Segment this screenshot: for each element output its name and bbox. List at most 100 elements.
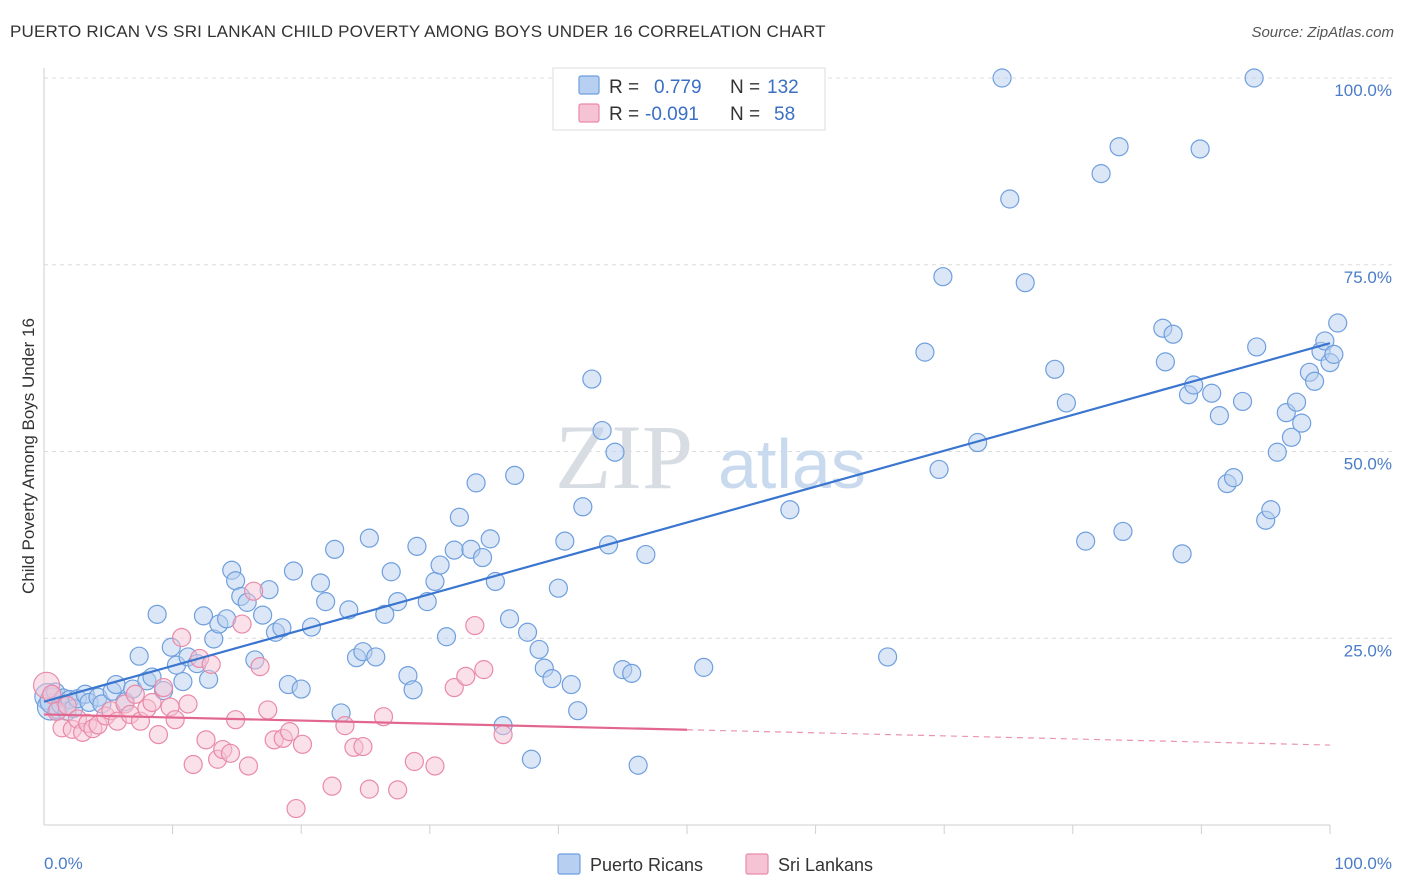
point-puerto-ricans-111 <box>1155 352 1175 372</box>
point-puerto-ricans-130 <box>1292 413 1312 433</box>
point-puerto-ricans-128 <box>1281 427 1302 447</box>
point-puerto-ricans-69 <box>466 473 486 493</box>
x-ticks <box>172 825 1331 834</box>
point-puerto-ricans-70 <box>472 547 493 568</box>
point-sri-lankans-43 <box>292 734 313 754</box>
bottom-legend: Puerto Ricans Sri Lankans <box>557 853 873 875</box>
y-tick-label-25: 25.0% <box>1344 641 1392 660</box>
point-sri-lankans-49 <box>373 707 394 727</box>
point-puerto-ricans-96 <box>878 647 898 667</box>
bottom-legend-swatch-puerto-ricans <box>557 853 581 875</box>
point-puerto-ricans-76 <box>517 622 538 642</box>
point-puerto-ricans-89 <box>605 442 625 462</box>
point-sri-lankans-21 <box>153 677 174 698</box>
point-puerto-ricans-136 <box>1324 344 1344 364</box>
point-puerto-ricans-91 <box>622 663 642 683</box>
point-puerto-ricans-77 <box>521 749 541 769</box>
point-puerto-ricans-137 <box>1328 313 1348 333</box>
point-puerto-ricans-19 <box>129 646 149 666</box>
point-puerto-ricans-106 <box>1076 531 1096 551</box>
point-puerto-ricans-126 <box>1267 442 1287 462</box>
point-sri-lankans-38 <box>258 700 278 720</box>
point-puerto-ricans-61 <box>407 536 427 556</box>
trend-line-puerto-ricans <box>43 342 1331 703</box>
point-puerto-ricans-112 <box>1163 324 1183 344</box>
point-puerto-ricans-108 <box>1109 137 1129 157</box>
point-sri-lankans-54 <box>456 666 476 686</box>
point-puerto-ricans-87 <box>592 420 612 441</box>
point-puerto-ricans-57 <box>381 562 401 582</box>
point-puerto-ricans-65 <box>436 627 457 647</box>
point-puerto-ricans-122 <box>1244 68 1264 88</box>
y-tick-label-50: 50.0% <box>1344 455 1392 474</box>
legend: R = 0.779 N = 132 R = -0.091 N = 58 <box>552 67 826 131</box>
point-puerto-ricans-56 <box>375 604 395 624</box>
point-sri-lankans-29 <box>201 654 221 674</box>
point-puerto-ricans-121 <box>1232 391 1253 412</box>
point-puerto-ricans-29 <box>193 606 214 626</box>
point-sri-lankans-53 <box>444 677 464 698</box>
point-puerto-ricans-129 <box>1286 392 1307 412</box>
point-puerto-ricans-45 <box>291 679 311 699</box>
point-puerto-ricans-48 <box>316 592 336 612</box>
point-sri-lankans-24 <box>172 627 192 648</box>
watermark: ZIP atlas <box>555 406 866 508</box>
point-puerto-ricans-105 <box>1056 393 1076 413</box>
point-puerto-ricans-42 <box>272 618 292 638</box>
point-puerto-ricans-125 <box>1261 500 1281 520</box>
y-tick-label-100: 100.0% <box>1334 81 1392 100</box>
point-puerto-ricans-98 <box>929 459 949 480</box>
point-puerto-ricans-101 <box>992 68 1012 88</box>
point-puerto-ricans-102 <box>1000 189 1020 209</box>
point-puerto-ricans-117 <box>1202 383 1222 403</box>
point-sri-lankans-47 <box>353 736 373 757</box>
point-sri-lankans-37 <box>250 657 270 677</box>
point-puerto-ricans-85 <box>573 497 593 517</box>
point-puerto-ricans-99 <box>933 267 953 287</box>
legend-swatch-sri-lankans <box>578 103 600 123</box>
series-sri-lankans <box>32 581 513 819</box>
point-puerto-ricans-84 <box>568 701 588 721</box>
point-sri-lankans-51 <box>404 751 424 772</box>
point-sri-lankans-55 <box>465 615 485 636</box>
chart-title: PUERTO RICAN VS SRI LANKAN CHILD POVERTY… <box>10 22 826 41</box>
legend-r-value-sri-lankans: -0.091 <box>645 104 699 125</box>
legend-r-label-sri-lankans: R = <box>609 104 639 125</box>
point-sri-lankans-23 <box>165 710 185 730</box>
point-sri-lankans-44 <box>322 776 342 796</box>
point-sri-lankans-56 <box>474 660 494 680</box>
point-puerto-ricans-75 <box>505 465 525 486</box>
legend-r-value-puerto-ricans: 0.779 <box>654 77 702 98</box>
point-puerto-ricans-93 <box>636 544 656 565</box>
point-puerto-ricans-104 <box>1045 359 1065 379</box>
point-sri-lankans-19 <box>142 692 162 713</box>
point-sri-lankans-36 <box>244 581 264 601</box>
point-puerto-ricans-78 <box>529 639 549 660</box>
point-puerto-ricans-97 <box>915 342 935 362</box>
point-puerto-ricans-95 <box>780 500 800 520</box>
series-puerto-ricans <box>34 68 1348 775</box>
point-sri-lankans-42 <box>286 798 306 819</box>
legend-n-value-sri-lankans: 58 <box>774 104 795 125</box>
point-sri-lankans-50 <box>388 780 408 800</box>
legend-n-label-sri-lankans: N = <box>730 104 760 125</box>
watermark-atlas: atlas <box>718 425 866 503</box>
point-puerto-ricans-54 <box>359 528 379 548</box>
point-puerto-ricans-83 <box>561 674 581 695</box>
legend-n-label-puerto-ricans: N = <box>730 77 760 98</box>
point-sri-lankans-35 <box>238 756 259 776</box>
point-sri-lankans-32 <box>220 743 241 763</box>
point-puerto-ricans-44 <box>283 561 304 581</box>
point-sri-lankans-34 <box>232 614 252 634</box>
point-sri-lankans-52 <box>425 756 445 776</box>
point-sri-lankans-48 <box>359 779 379 799</box>
point-sri-lankans-26 <box>183 754 203 775</box>
legend-r-label-puerto-ricans: R = <box>609 77 639 98</box>
point-puerto-ricans-49 <box>325 539 345 559</box>
point-puerto-ricans-81 <box>548 578 569 598</box>
point-puerto-ricans-60 <box>403 680 423 700</box>
point-puerto-ricans-107 <box>1091 164 1111 184</box>
point-puerto-ricans-82 <box>555 531 575 551</box>
point-puerto-ricans-118 <box>1209 406 1230 426</box>
